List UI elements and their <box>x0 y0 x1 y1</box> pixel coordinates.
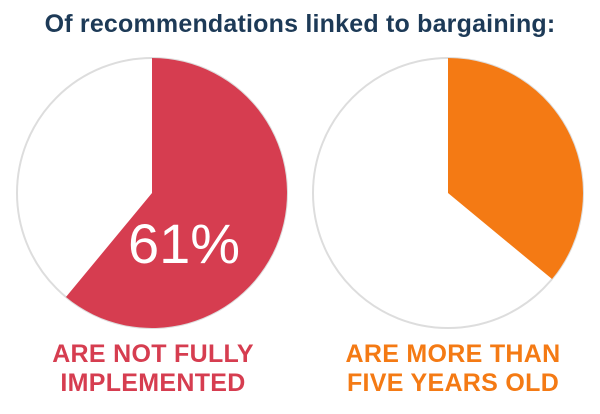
caption-older-than-five-years: ARE MORE THAN FIVE YEARS OLD <box>308 340 598 398</box>
caption-line: IMPLEMENTED <box>60 369 246 397</box>
caption-line: ARE NOT FULLY <box>52 340 254 368</box>
pie-value-label: 36% <box>318 140 430 203</box>
pie-value-slice <box>65 58 288 329</box>
pie-chart-not-implemented: 61% <box>16 57 288 329</box>
caption-not-implemented: ARE NOT FULLY IMPLEMENTED <box>8 340 298 398</box>
pie-chart-older-than-five-years: 36% <box>312 57 584 329</box>
pie-value-slice <box>448 58 583 280</box>
caption-line: FIVE YEARS OLD <box>346 369 560 397</box>
chart-title: Of recommendations linked to bargaining: <box>44 10 556 38</box>
pie-value-label: 61% <box>128 212 240 275</box>
caption-line: ARE MORE THAN <box>345 340 561 368</box>
